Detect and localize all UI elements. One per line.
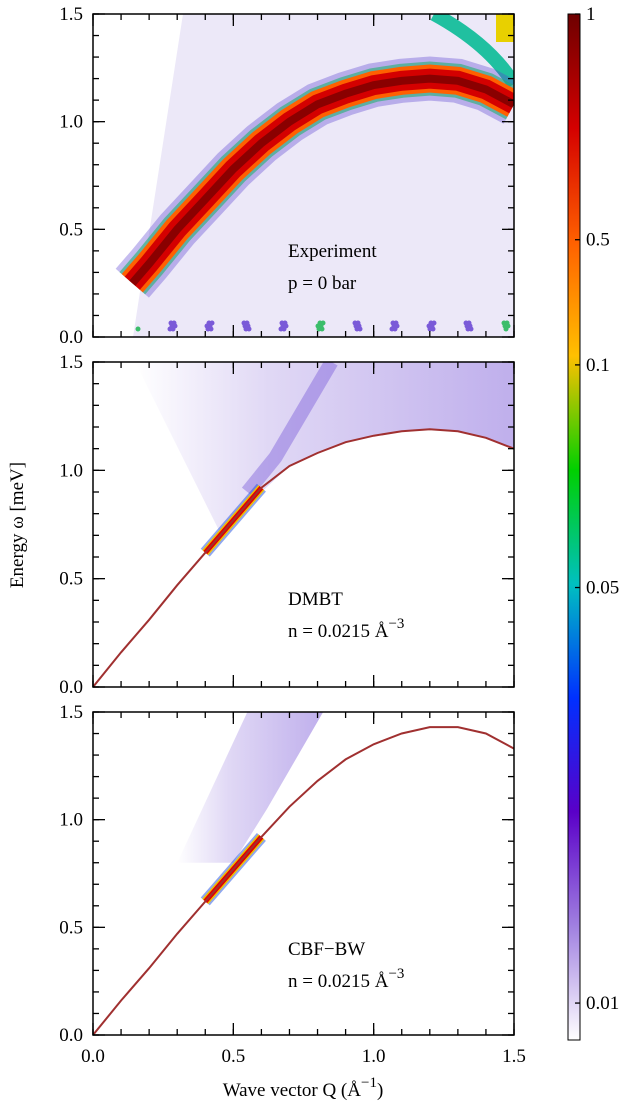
noise-dot: [241, 320, 247, 326]
noise-dot: [279, 320, 285, 326]
panel: [93, 362, 514, 687]
noise-dot: [167, 326, 173, 332]
noise-dot: [426, 323, 432, 329]
y-tick-label: 0.5: [59, 569, 83, 590]
annotation-text: CBF−BW: [288, 939, 365, 960]
noise-dot: [168, 320, 174, 326]
x-tick-label: 1.5: [502, 1046, 526, 1067]
annotation-sup: −3: [388, 616, 404, 632]
y-tick-label: 1.5: [59, 702, 83, 723]
frame: [92, 711, 515, 1036]
noise-dot: [204, 323, 210, 329]
noise-dot: [135, 326, 141, 332]
y-tick-label: 0.5: [59, 917, 83, 938]
y-tick-label: 1.0: [59, 460, 83, 481]
annotation-text: n = 0.0215 Å: [288, 621, 389, 642]
dispersion: [93, 428, 514, 687]
x-tick-label: 0.5: [221, 1046, 245, 1067]
colorbar-tick-label: 0.5: [586, 230, 610, 251]
y-tick-label: 0.0: [59, 677, 83, 698]
noise-dot: [390, 320, 396, 326]
x-axis-label: Wave vector Q (Å−1): [223, 1075, 384, 1101]
annotation: DMBT: [288, 589, 343, 610]
annotation-text: n = 0.0215 Å: [288, 971, 389, 992]
noise-dot: [315, 323, 321, 329]
annotation-text: DMBT: [288, 589, 343, 610]
annotation: p = 0 bar: [288, 273, 357, 294]
y-tick-label: 1.0: [59, 810, 83, 831]
noise-dot: [389, 326, 395, 332]
x-tick-label: 0.0: [81, 1046, 105, 1067]
x-tick-label: 1.0: [362, 1046, 386, 1067]
noise-dot: [278, 326, 284, 332]
annotation: n = 0.0215 Å−3: [288, 966, 404, 992]
frame: [92, 361, 515, 688]
upper-corner: [496, 14, 514, 42]
annotation: n = 0.0215 Å−3: [288, 616, 404, 642]
dispersion: [93, 726, 514, 1035]
y-tick-label: 1.5: [59, 4, 83, 25]
panel: [115, 14, 514, 337]
upper-branch: [430, 14, 514, 88]
noise-dot: [352, 320, 358, 326]
core: [129, 74, 514, 286]
annotation: CBF−BW: [288, 939, 365, 960]
continuum: [135, 362, 514, 531]
colorbar-tick-label: 0.1: [586, 355, 610, 376]
colorbar-tick-label: 0.05: [586, 578, 619, 599]
noise-dot: [463, 320, 469, 326]
y-tick-label: 0.0: [59, 1025, 83, 1046]
x-axis-label-text: Wave vector Q (Å: [223, 1080, 362, 1101]
panel: [93, 712, 514, 1035]
frame: [92, 13, 515, 338]
colorbar-tick-label: 0.01: [586, 993, 619, 1014]
x-axis-label-after: ): [377, 1080, 383, 1101]
continuum-band: [241, 362, 338, 497]
y-tick-label: 0.5: [59, 219, 83, 240]
y-axis-label: Energy ω [meV]: [7, 462, 28, 588]
x-axis-label-sup: −1: [361, 1075, 377, 1091]
y-tick-label: 1.5: [59, 352, 83, 373]
annotation: Experiment: [288, 241, 377, 262]
colorbar: [567, 13, 581, 1041]
continuum: [177, 712, 324, 863]
y-tick-label: 1.0: [59, 112, 83, 133]
annotation-sup: −3: [388, 966, 404, 982]
noise-dot: [501, 320, 507, 326]
colorbar-tick-label: 1: [586, 4, 596, 25]
y-tick-label: 0.0: [59, 327, 83, 348]
